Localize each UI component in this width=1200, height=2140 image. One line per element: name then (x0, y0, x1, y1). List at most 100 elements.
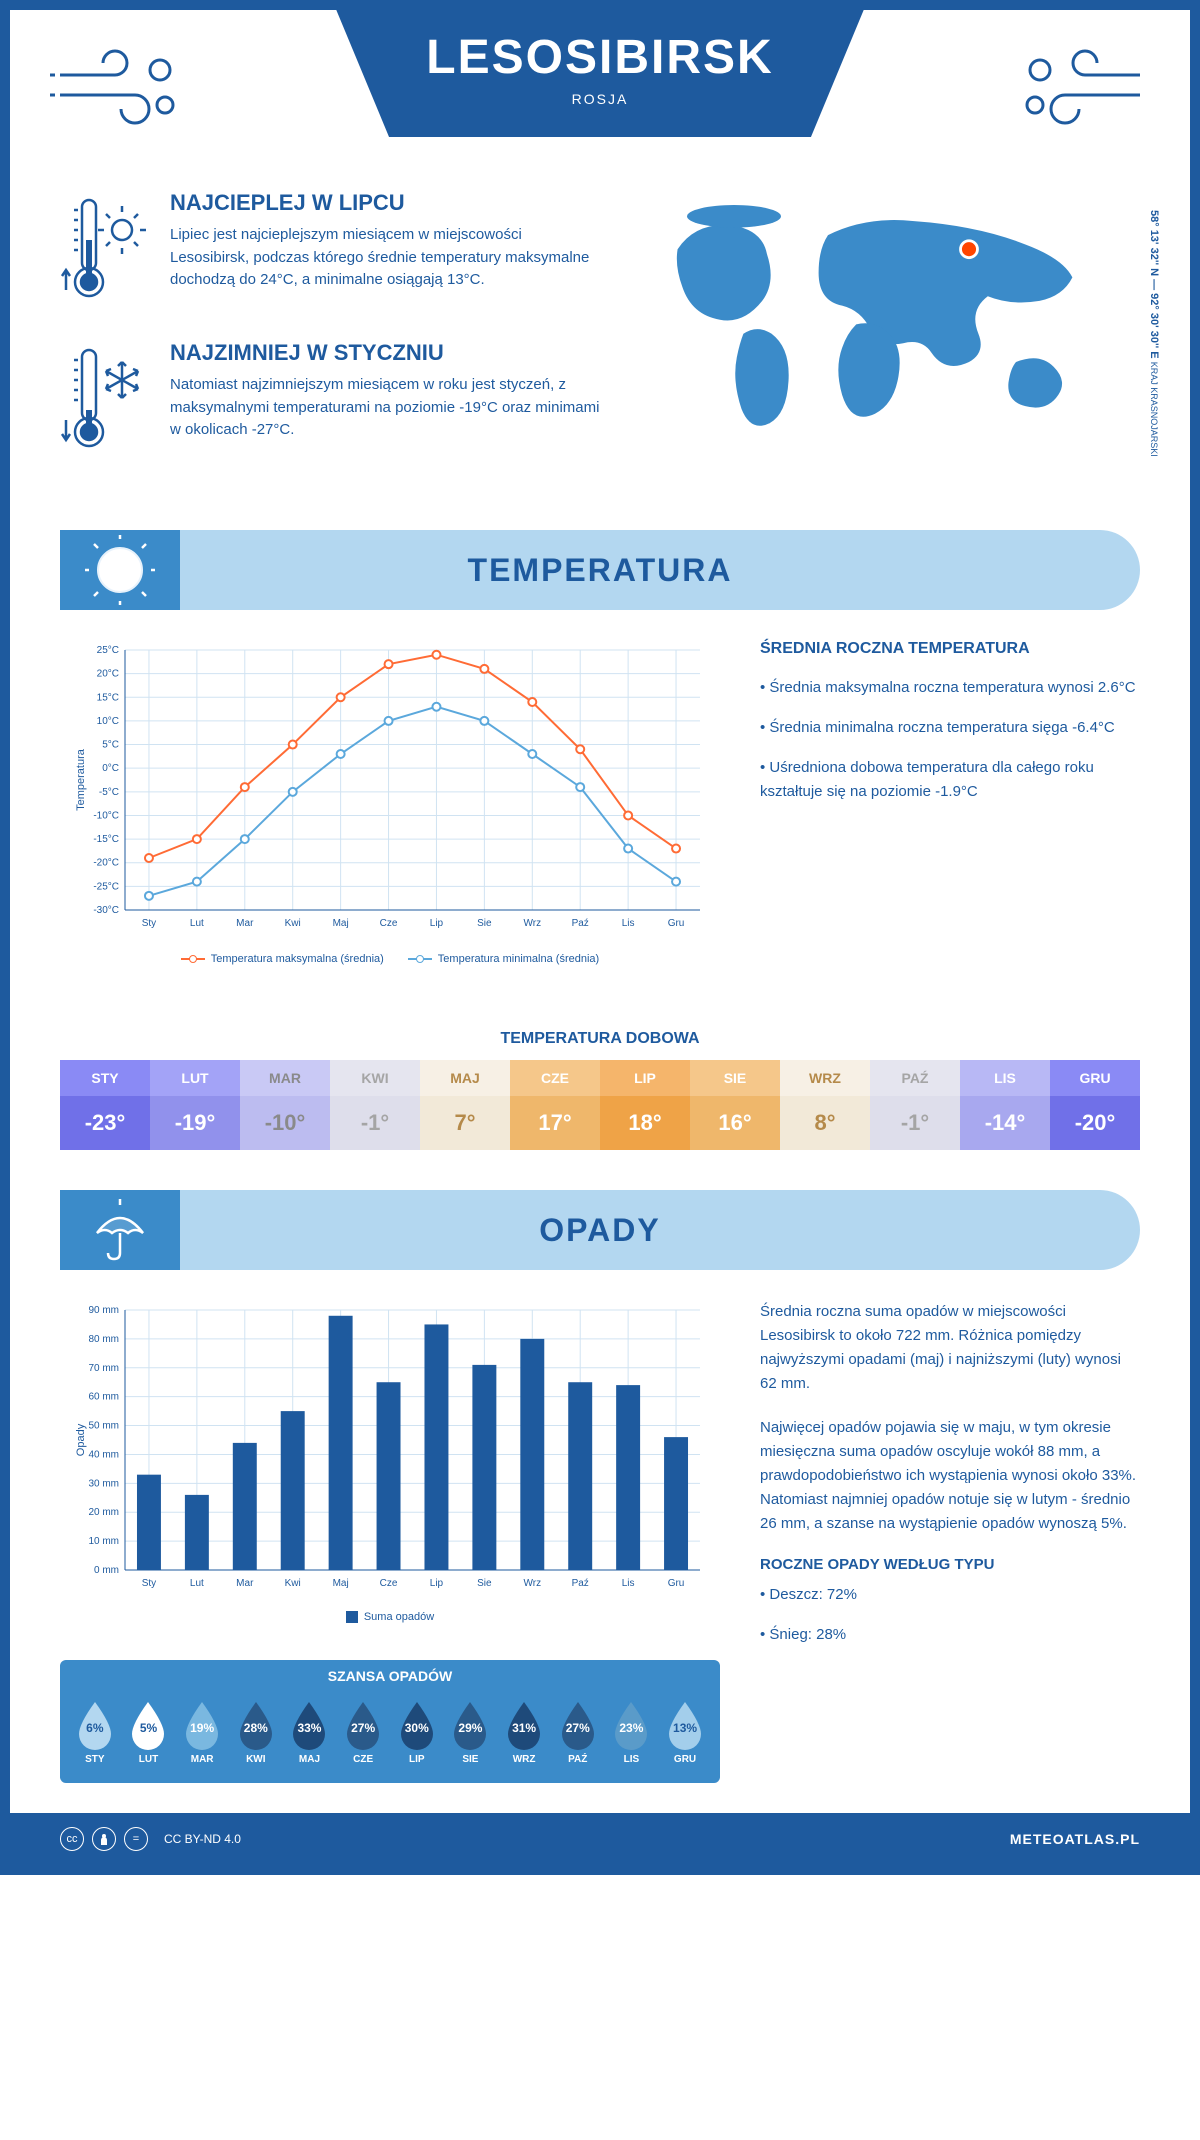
drop: 6% STY (71, 1698, 119, 1765)
daily-cell: STY-23° (60, 1060, 150, 1150)
temp-content: -30°C-25°C-20°C-15°C-10°C-5°C0°C5°C10°C1… (10, 640, 1190, 1010)
daily-table: STY-23°LUT-19°MAR-10°KWI-1°MAJ7°CZE17°LI… (60, 1060, 1140, 1150)
daily-value: -23° (60, 1096, 150, 1150)
daily-month: WRZ (780, 1060, 870, 1096)
drop: 19% MAR (178, 1698, 226, 1765)
svg-text:Cze: Cze (380, 1578, 398, 1589)
drop: 28% KWI (232, 1698, 280, 1765)
daily-value: 16° (690, 1096, 780, 1150)
license-text: CC BY-ND 4.0 (164, 1832, 241, 1846)
svg-text:40 mm: 40 mm (88, 1449, 119, 1460)
roczne-title: ROCZNE OPADY WEDŁUG TYPU (760, 1556, 1140, 1573)
sun-icon (85, 535, 155, 605)
header-badge: LESOSIBIRSK ROSJA (336, 10, 863, 137)
svg-text:Wrz: Wrz (523, 1578, 541, 1589)
legend-item: Temperatura minimalna (średnia) (408, 953, 599, 965)
location-marker (961, 241, 978, 258)
svg-text:Temperatura: Temperatura (75, 748, 87, 811)
daily-cell: LIP18° (600, 1060, 690, 1150)
svg-text:-30°C: -30°C (93, 905, 119, 916)
svg-text:20 mm: 20 mm (88, 1507, 119, 1518)
opady-legend: Suma opadów (60, 1611, 720, 1626)
svg-text:-25°C: -25°C (93, 881, 119, 892)
svg-text:70 mm: 70 mm (88, 1363, 119, 1374)
svg-text:30 mm: 30 mm (88, 1478, 119, 1489)
opady-section-header: OPADY (60, 1190, 1140, 1270)
svg-text:Wrz: Wrz (523, 918, 541, 929)
svg-text:Lip: Lip (430, 918, 444, 929)
opady-text-2: Najwięcej opadów pojawia się w maju, w t… (760, 1416, 1140, 1536)
cold-text: Natomiast najzimniejszym miesiącem w rok… (170, 374, 600, 442)
svg-text:Paź: Paź (572, 1578, 589, 1589)
intro-left: NAJCIEPLEJ W LIPCU Lipiec jest najcieple… (60, 190, 600, 490)
drop: 23% LIS (607, 1698, 655, 1765)
temp-info-item: • Średnia minimalna roczna temperatura s… (760, 716, 1140, 740)
daily-cell: KWI-1° (330, 1060, 420, 1150)
svg-text:Gru: Gru (668, 918, 685, 929)
szansa-title: SZANSA OPADÓW (60, 1660, 720, 1692)
daily-cell: WRZ8° (780, 1060, 870, 1150)
svg-text:50 mm: 50 mm (88, 1421, 119, 1432)
coordinates: 58° 13' 32'' N — 92° 30' 30'' E KRAJ KRA… (1148, 210, 1160, 457)
daily-value: -10° (240, 1096, 330, 1150)
daily-month: LIP (600, 1060, 690, 1096)
svg-text:-15°C: -15°C (93, 834, 119, 845)
opady-text-1: Średnia roczna suma opadów w miejscowośc… (760, 1300, 1140, 1396)
svg-text:10°C: 10°C (97, 716, 119, 727)
daily-cell: PAŹ-1° (870, 1060, 960, 1150)
daily-month: LUT (150, 1060, 240, 1096)
daily-cell: CZE17° (510, 1060, 600, 1150)
svg-text:Sty: Sty (142, 1578, 156, 1589)
map-area: 58° 13' 32'' N — 92° 30' 30'' E KRAJ KRA… (640, 190, 1140, 490)
daily-month: MAJ (420, 1060, 510, 1096)
umbrella-icon (85, 1195, 155, 1265)
daily-value: -19° (150, 1096, 240, 1150)
daily-month: SIE (690, 1060, 780, 1096)
svg-text:0 mm: 0 mm (94, 1565, 119, 1576)
header: LESOSIBIRSK ROSJA (10, 10, 1190, 170)
daily-month: CZE (510, 1060, 600, 1096)
daily-value: -14° (960, 1096, 1050, 1150)
daily-month: STY (60, 1060, 150, 1096)
site-name: METEOATLAS.PL (1010, 1831, 1140, 1847)
svg-text:80 mm: 80 mm (88, 1334, 119, 1345)
svg-text:Lis: Lis (622, 918, 635, 929)
svg-text:60 mm: 60 mm (88, 1392, 119, 1403)
daily-month: KWI (330, 1060, 420, 1096)
daily-cell: GRU-20° (1050, 1060, 1140, 1150)
svg-text:Cze: Cze (380, 918, 398, 929)
drop: 30% LIP (393, 1698, 441, 1765)
cc-icon: cc (60, 1827, 84, 1851)
daily-cell: MAR-10° (240, 1060, 330, 1150)
temp-info: ŚREDNIA ROCZNA TEMPERATURA • Średnia mak… (760, 640, 1140, 980)
daily-cell: SIE16° (690, 1060, 780, 1150)
by-icon (92, 1827, 116, 1851)
daily-title: TEMPERATURA DOBOWA (10, 1030, 1190, 1048)
drop: 27% PAŹ (554, 1698, 602, 1765)
svg-text:90 mm: 90 mm (88, 1305, 119, 1316)
legend-item: Temperatura maksymalna (średnia) (181, 953, 384, 965)
svg-text:-10°C: -10°C (93, 810, 119, 821)
city-title: LESOSIBIRSK (426, 30, 773, 85)
cold-section: NAJZIMNIEJ W STYCZNIU Natomiast najzimni… (60, 340, 600, 460)
world-map-icon (640, 190, 1110, 440)
szansa-row: 6% STY 5% LUT 19% MAR 28% KWI (60, 1692, 720, 1771)
roczne-item: • Deszcz: 72% (760, 1583, 1140, 1607)
szansa-box: SZANSA OPADÓW 6% STY 5% LUT 19% MAR (60, 1660, 720, 1783)
temp-section-header: TEMPERATURA (60, 530, 1140, 610)
coords-main: 58° 13' 32'' N — 92° 30' 30'' E (1148, 210, 1160, 359)
country-subtitle: ROSJA (426, 91, 773, 107)
daily-value: 8° (780, 1096, 870, 1150)
daily-value: -20° (1050, 1096, 1140, 1150)
opady-info: Średnia roczna suma opadów w miejscowośc… (760, 1300, 1140, 1783)
svg-text:Lut: Lut (190, 918, 204, 929)
svg-text:0°C: 0°C (102, 763, 119, 774)
svg-text:15°C: 15°C (97, 692, 119, 703)
temp-chart-area: -30°C-25°C-20°C-15°C-10°C-5°C0°C5°C10°C1… (60, 640, 720, 980)
daily-month: PAŹ (870, 1060, 960, 1096)
thermometer-hot-icon (60, 190, 150, 310)
svg-text:25°C: 25°C (97, 645, 119, 656)
daily-value: -1° (870, 1096, 960, 1150)
svg-text:Lis: Lis (622, 1578, 635, 1589)
svg-text:Paź: Paź (572, 918, 589, 929)
